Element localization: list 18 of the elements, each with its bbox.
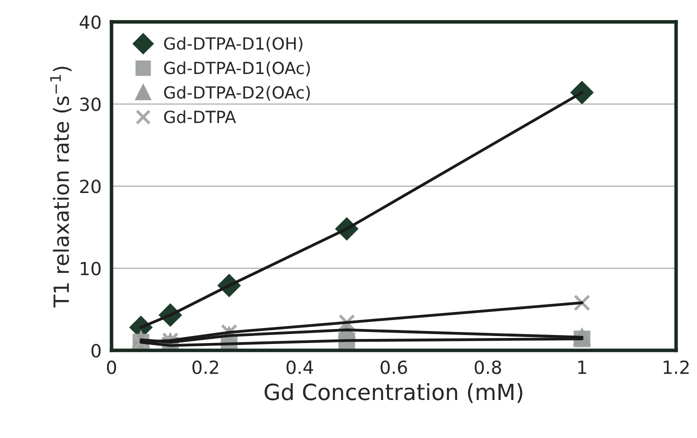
y-tick-label: 30: [80, 97, 101, 112]
legend-label: Gd-DTPA-D2(OAc): [164, 86, 310, 101]
legend-label: Gd-DTPA-D1(OAc): [164, 61, 310, 76]
y-axis-title: T1 relaxation rate (s$^{−1}$): [50, 66, 72, 308]
y-tick-label: 20: [80, 180, 101, 194]
y-tick-label: 10: [80, 262, 101, 276]
x-tick-label: 0.6: [380, 360, 408, 374]
x-tick-label: 1: [578, 360, 586, 374]
x-tick-label: 0.8: [474, 360, 502, 374]
legend-label: Gd-DTPA: [164, 110, 236, 124]
y-tick-label: 0: [92, 344, 101, 358]
x-axis-title: Gd Concentration (mM): [264, 383, 522, 403]
legend-label: Gd-DTPA-D1(OH): [164, 36, 302, 52]
x-tick-label: 0.4: [286, 360, 314, 374]
y-tick-label: 40: [80, 15, 101, 30]
x-tick-label: 1.2: [664, 360, 689, 374]
x-tick-label: 0.2: [192, 360, 218, 374]
x-tick-label: 0: [106, 360, 116, 374]
